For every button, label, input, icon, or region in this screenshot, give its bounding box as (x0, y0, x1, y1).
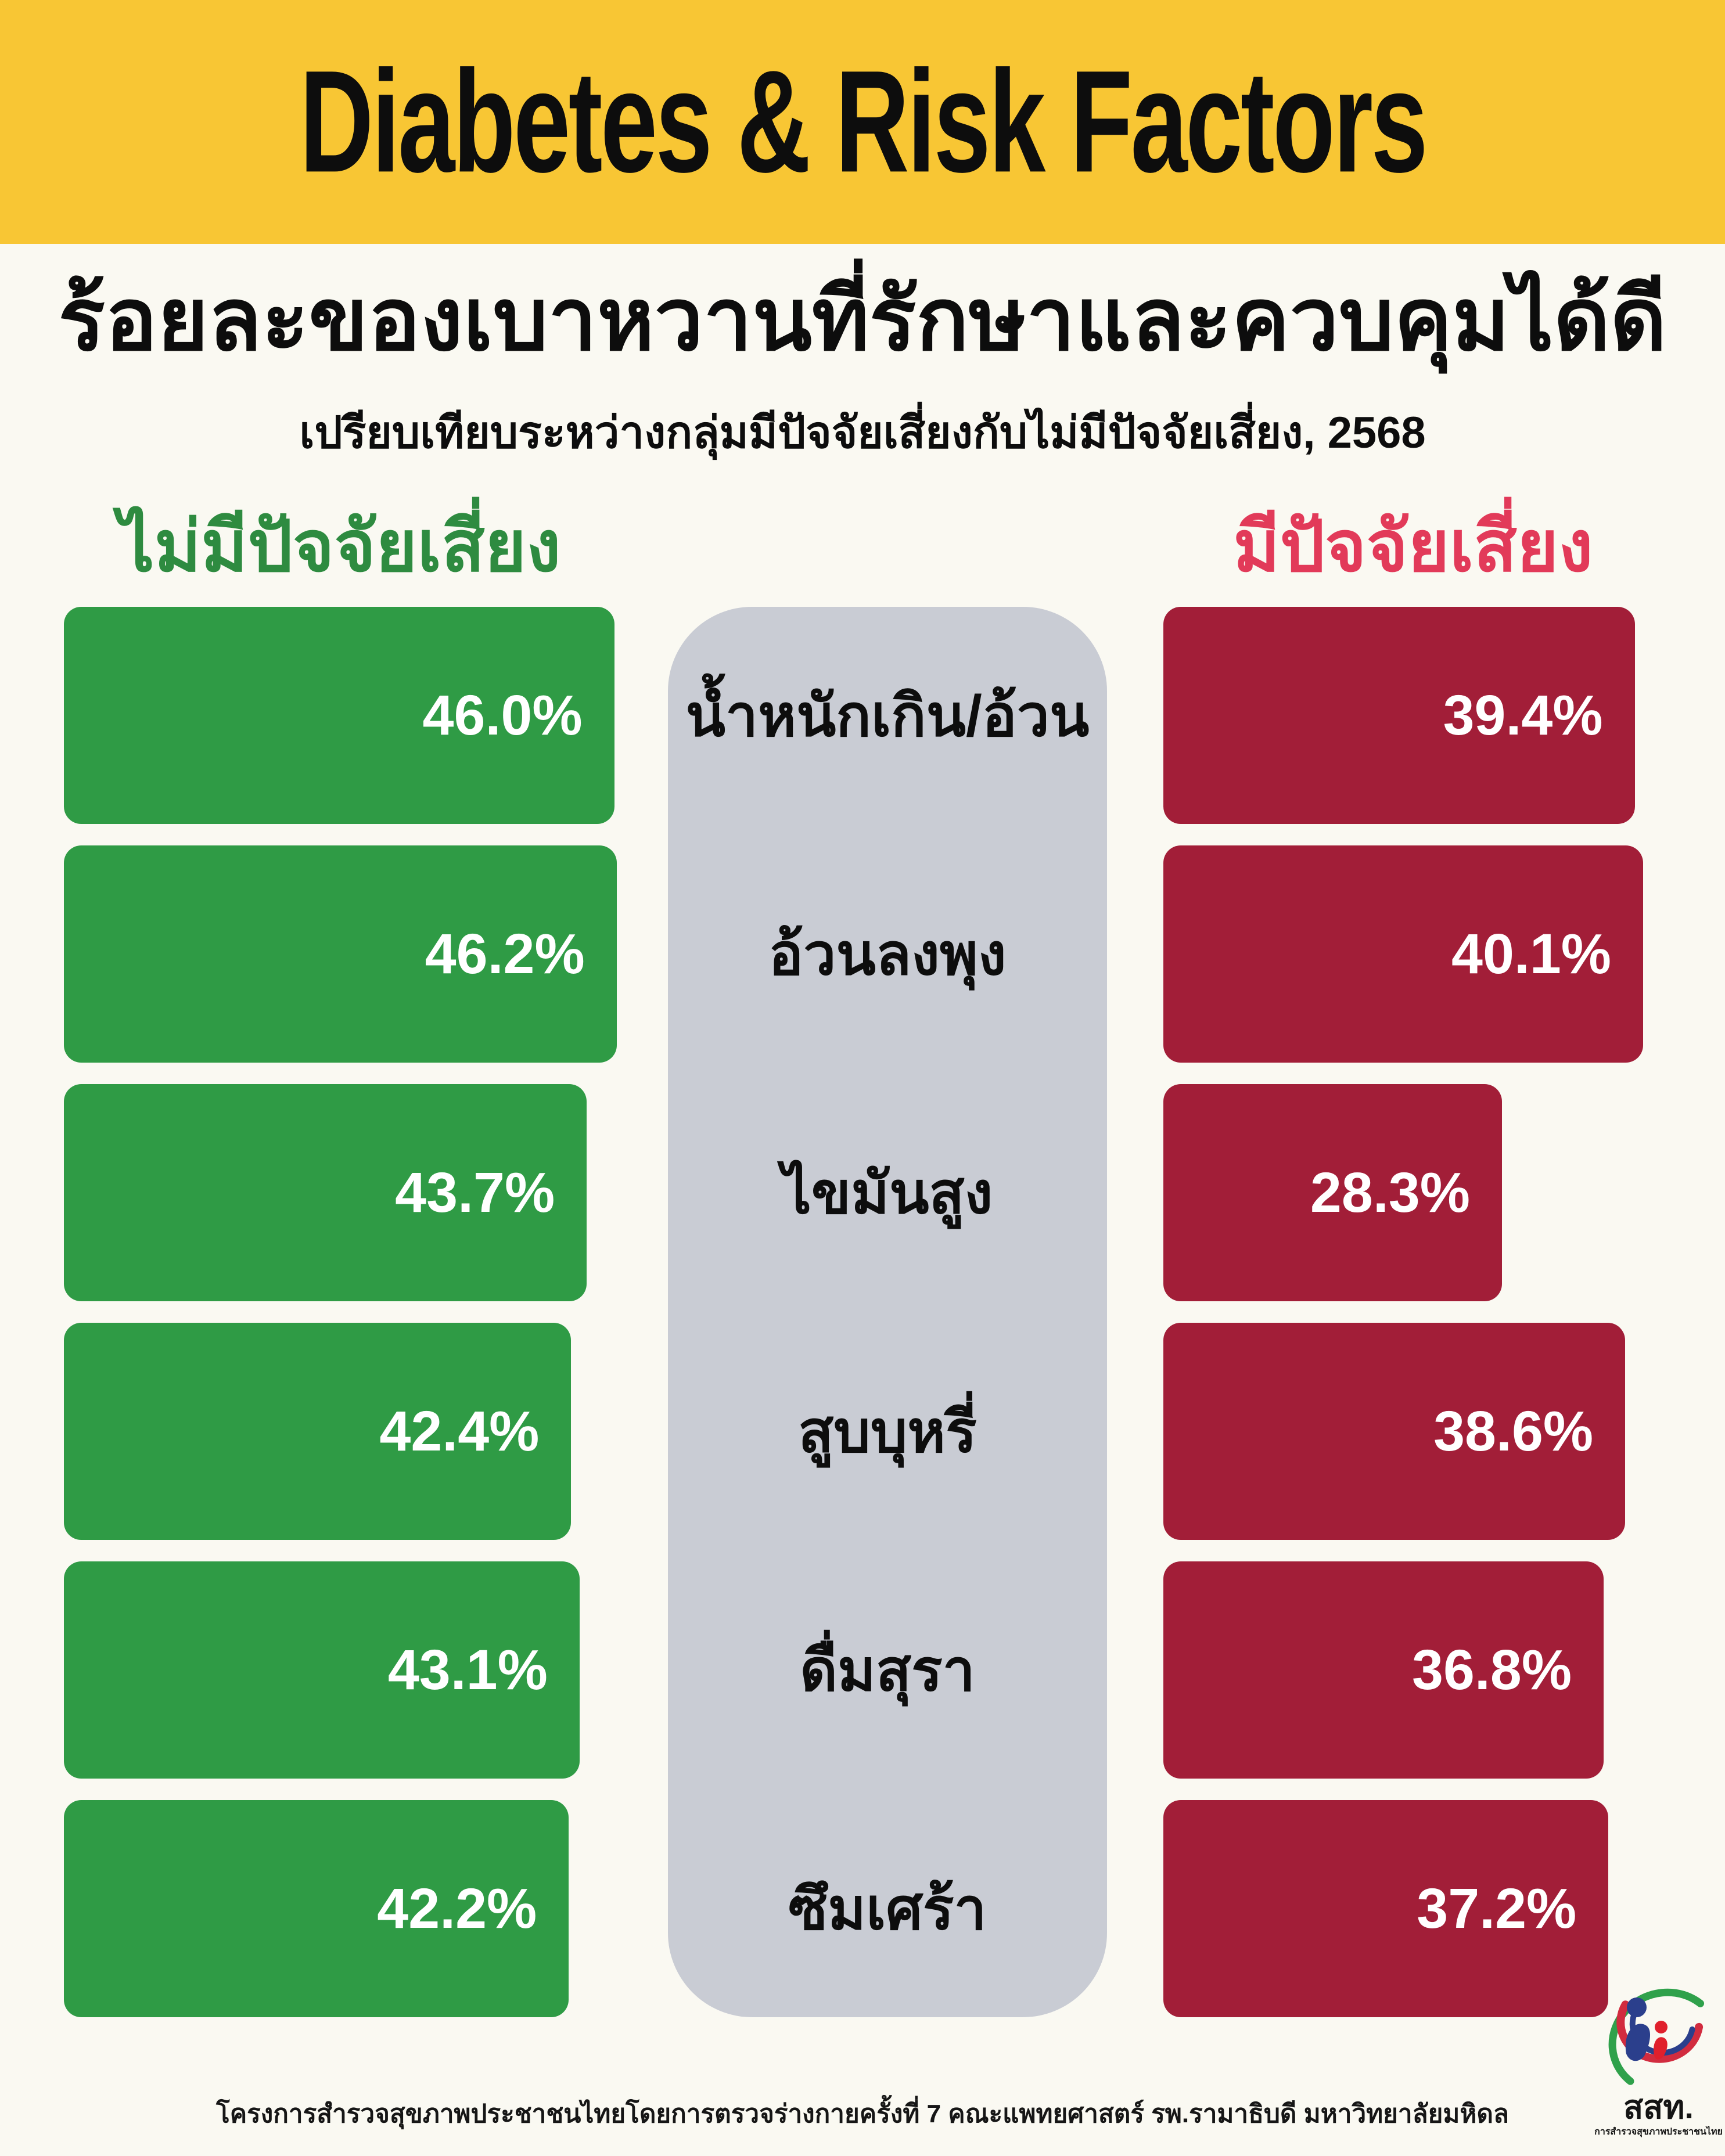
source-note: โครงการสำรวจสุขภาพประชาชนไทยโดยการตรวจร่… (216, 2100, 1509, 2128)
risk-bar: 37.2% (1163, 1800, 1609, 2017)
category-label: สูบบุหรี่ (798, 1399, 977, 1464)
no-risk-value: 46.0% (422, 683, 583, 747)
no-risk-value: 43.7% (395, 1161, 555, 1224)
risk-value: 36.8% (1412, 1638, 1572, 1701)
logo-caption: การสำรวจสุขภาพประชาชนไทย (1594, 2126, 1723, 2137)
ssth-logo-icon (1608, 1988, 1704, 2085)
risk-bar: 39.4% (1163, 607, 1635, 824)
no-risk-bar: 46.0% (64, 607, 614, 824)
logo-abbr: สสท. (1623, 2089, 1694, 2125)
chart-subtitle: เปรียบเทียบระหว่างกลุ่มมีปัจจัยเสี่ยงกับ… (299, 408, 1426, 458)
no-risk-bar: 43.7% (64, 1084, 587, 1301)
risk-bar: 36.8% (1163, 1561, 1604, 1779)
no-risk-value: 42.2% (377, 1877, 537, 1940)
category-label: อ้วนลงพุง (768, 922, 1007, 987)
category-label: ซึมเศร้า (788, 1876, 987, 1942)
risk-bar: 28.3% (1163, 1084, 1502, 1301)
risk-bar: 40.1% (1163, 845, 1644, 1063)
logo-people-figures (1625, 1997, 1668, 2061)
category-column-background (668, 607, 1107, 2017)
no-risk-bar: 43.1% (64, 1561, 580, 1779)
legend-risk-group: มีปัจจัยเสี่ยง (1233, 507, 1593, 586)
ssth-logo: สสท. การสำรวจสุขภาพประชาชนไทย (1594, 1977, 1723, 2146)
no-risk-value: 42.4% (379, 1399, 540, 1463)
banner: Diabetes & Risk Factors (0, 0, 1725, 244)
category-label: ดื่มสุรา (800, 1637, 975, 1703)
risk-value: 39.4% (1443, 683, 1603, 747)
risk-value: 38.6% (1433, 1399, 1594, 1463)
no-risk-bar: 42.4% (64, 1323, 572, 1540)
no-risk-value: 43.1% (387, 1638, 548, 1701)
risk-value: 28.3% (1310, 1161, 1470, 1224)
no-risk-value: 46.2% (425, 922, 585, 985)
risk-value: 37.2% (1417, 1877, 1577, 1940)
chart-title: ร้อยละของเบาหวานที่รักษาและควบคุมได้ดี (58, 271, 1667, 368)
risk-bar: 38.6% (1163, 1323, 1626, 1540)
legend-no-risk-group: ไม่มีปัจจัยเสี่ยง (118, 507, 561, 586)
risk-value: 40.1% (1451, 922, 1612, 985)
no-risk-bar: 46.2% (64, 845, 617, 1063)
category-label: ไขมันสูง (782, 1160, 993, 1226)
main-title: Diabetes & Risk Factors (299, 40, 1428, 203)
no-risk-bar: 42.2% (64, 1800, 569, 2017)
category-label: น้ำหนักเกิน/อ้วน (685, 683, 1090, 748)
